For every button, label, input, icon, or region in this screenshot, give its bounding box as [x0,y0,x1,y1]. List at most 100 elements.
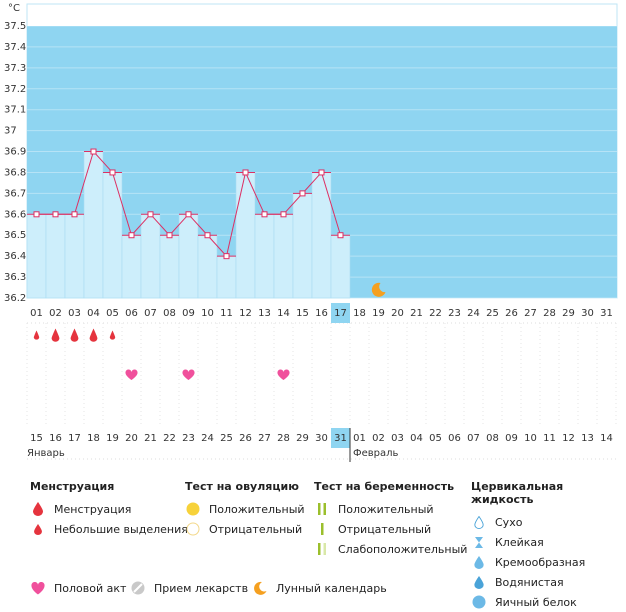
legend-item: Прием лекарств [130,578,252,598]
temperature-bar [273,214,294,299]
date-label: 02 [372,433,385,444]
temperature-bar [64,214,85,299]
temperature-bar [311,172,332,299]
light-drop-icon [33,330,40,340]
temperature-bar [292,193,313,299]
temperature-bar [102,172,123,299]
legend-item: Слабоположительный [314,539,467,559]
day-label: 22 [429,308,442,319]
day-label: 02 [49,308,62,319]
day-label: 14 [277,308,290,319]
legend-label: Положительный [209,502,305,516]
legend-pregnancy-title: Тест на беременность [314,480,455,493]
watery-drop-icon [471,574,487,590]
day-label: 01 [30,308,43,319]
legend-item: Отрицательный [185,519,305,539]
date-label: 29 [296,433,309,444]
month-label: Февраль [353,448,399,459]
legend-label: Прием лекарств [154,581,249,595]
day-label: 09 [182,308,195,319]
creamy-drop-icon [471,554,487,570]
legend-label: Половой акт [54,581,127,595]
legend-item: Положительный [185,499,305,519]
day-label: 07 [144,308,157,319]
light-drop-icon [109,330,116,340]
faint-line-icon [314,541,330,557]
legend-label: Сухо [495,515,523,529]
temperature-point [109,169,116,176]
date-label: 18 [87,433,100,444]
y-tick-label: 37.1 [4,105,26,116]
temperature-bar [159,234,180,299]
temperature-line [27,148,350,260]
y-tick-label: 37 [4,126,17,137]
legend-label: Слабоположительный [338,542,468,556]
legend-ovulation-title: Тест на овуляцию [185,480,299,493]
day-label: 08 [163,308,176,319]
temperature-point [33,211,40,218]
temperature-bar [216,255,237,299]
temperature-point [299,190,306,197]
legend-label: Водянистая [495,575,564,589]
y-tick-label: 36.8 [4,167,26,178]
axes: °C 36.2 36.3 36.4 36.5 36.6 36.7 36.8 36.9 37 37.1… [4,3,613,462]
heart-icon [182,369,195,380]
date-label: 26 [239,433,252,444]
legend-label: Клейкая [495,535,544,549]
y-tick-label: 36.9 [4,147,26,158]
day-label: 04 [87,308,100,319]
positive-circle-icon [185,501,201,517]
temperature-bar [140,214,161,299]
dry-drop-icon [471,514,487,530]
temperature-point [261,211,268,218]
y-tick-label: 36.2 [4,293,26,304]
legend-label: Лунный календарь [276,581,387,595]
temperature-point [318,169,325,176]
date-label: 03 [391,433,404,444]
legend-label: Отрицательный [209,522,303,536]
day-label: 30 [581,308,594,319]
legend-ovulation: Тест на овуляцию Положительный Отрицател… [185,480,305,539]
day-label: 17 [334,308,347,319]
legend-bottom: Половой акт Прием лекарств Лунный календ… [30,578,387,598]
y-tick-label: 36.3 [4,272,26,283]
temperature-bars [26,151,351,299]
date-label: 28 [277,433,290,444]
temperature-bar [45,214,66,299]
day-label: 19 [372,308,385,319]
temperature-point [128,232,135,239]
temperature-bar [121,234,142,299]
y-tick-label: 37.5 [4,21,26,32]
y-tick-label: 37.3 [4,63,26,74]
date-label: 16 [49,433,62,444]
day-label: 25 [486,308,499,319]
temperature-point [185,211,192,218]
heavy-drop-icon [70,328,79,342]
legend-label: Кремообразная [495,555,586,569]
legend-item: Небольшие выделения [30,519,188,539]
legend-item: Яичный белок [471,592,626,612]
temperature-bar [178,214,199,299]
day-label: 27 [524,308,537,319]
date-label: 30 [315,433,328,444]
day-label: 15 [296,308,309,319]
day-label: 31 [600,308,613,319]
one-line-icon [314,521,330,537]
temperature-bar [330,234,351,299]
legend-item: Менструация [30,499,188,519]
temperature-point [337,232,344,239]
legend-item: Сухо [471,512,626,532]
two-lines-icon [314,501,330,517]
y-tick-label: 37.4 [4,42,26,53]
date-label: 08 [486,433,499,444]
date-label: 15 [30,433,43,444]
legend-menstruation-title: Менструация [30,480,115,493]
pill-icon [130,580,146,596]
y-tick-label: 36.4 [4,251,26,262]
date-label: 01 [353,433,366,444]
legend-item: Положительный [314,499,467,519]
day-label: 10 [201,308,214,319]
heart-icon [30,580,46,596]
date-label: 10 [524,433,537,444]
negative-circle-icon [185,521,201,537]
